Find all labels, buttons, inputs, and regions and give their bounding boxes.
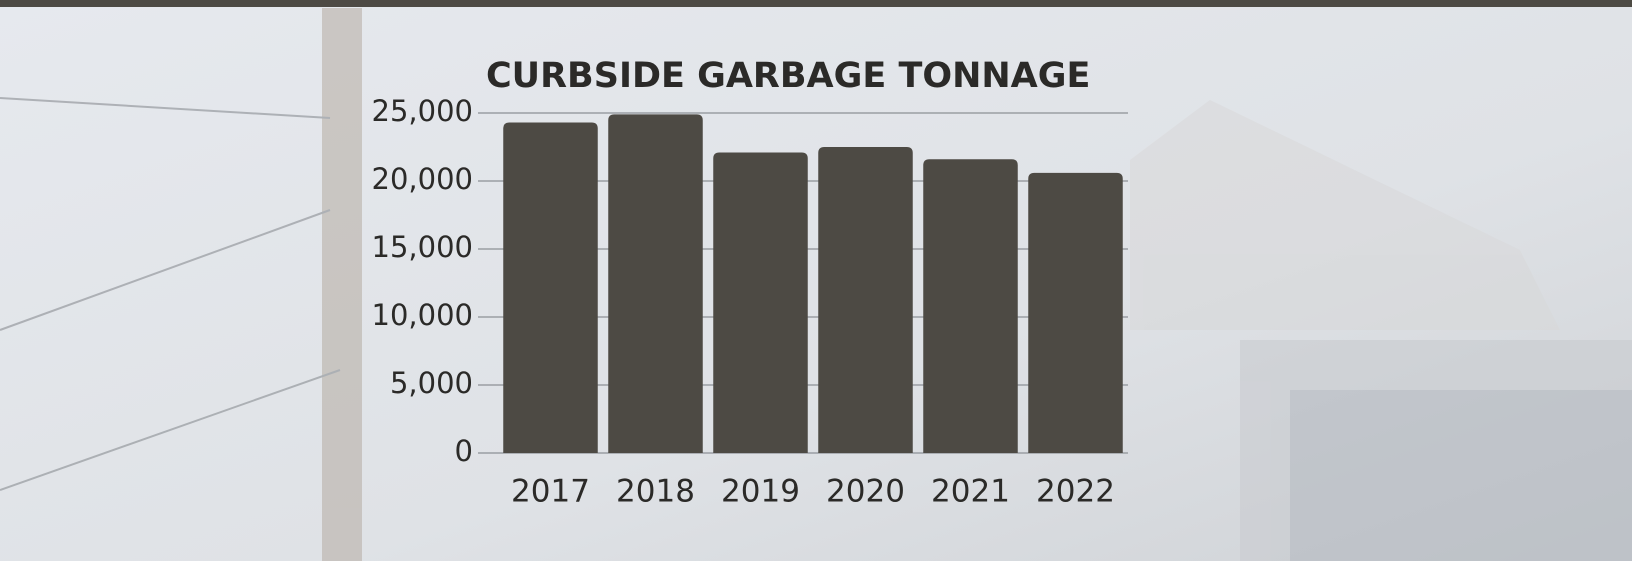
bar [713, 152, 808, 453]
y-tick-label: 15,000 [372, 230, 473, 264]
y-tick-label: 10,000 [372, 298, 473, 332]
top-bar [0, 0, 1632, 7]
x-tick-label: 2022 [1036, 474, 1115, 510]
bar [923, 159, 1018, 454]
bar [503, 122, 598, 454]
bar [1028, 172, 1123, 453]
x-tick-label: 2020 [826, 474, 905, 510]
y-tick-label: 25,000 [372, 94, 473, 128]
x-tick-label: 2021 [931, 474, 1010, 510]
bar [818, 147, 913, 453]
y-tick-label: 20,000 [372, 162, 473, 196]
x-tick-label: 2018 [616, 474, 695, 510]
photo-decor [0, 8, 1632, 561]
x-tick-label: 2017 [511, 474, 590, 510]
y-tick-label: 0 [455, 434, 473, 468]
bar [608, 114, 703, 454]
y-tick-label: 5,000 [390, 366, 473, 400]
chart-title: CURBSIDE GARBAGE TONNAGE [486, 56, 1090, 96]
x-tick-label: 2019 [721, 474, 800, 510]
